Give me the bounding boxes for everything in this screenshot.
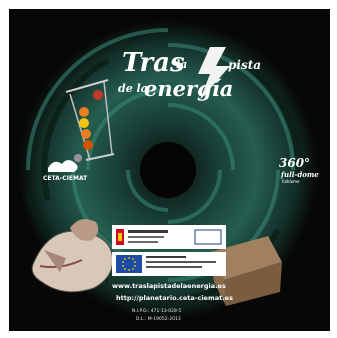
ceta-ciemat-logo [48,160,78,172]
badge-360: 360° [279,156,311,170]
badge-fulldome: fulldome [282,179,300,184]
title-word-pista: pista [228,58,262,72]
nipo-text: N.I.P.O.: 471-13-028-5 [132,309,182,314]
title-word-energia: energía [144,76,234,101]
title-word-de-la: de la [118,82,148,95]
lightning-bolt-icon [198,47,230,100]
org-label: CETA-CIEMAT [43,175,88,182]
planetarium-url: http://planetario.ceta-ciemat.es [116,294,233,302]
legal-deposit-text: D.L.: M-19052-2013 [136,317,181,322]
website-url: www.traslapistadelaenergia.es [112,282,226,290]
logos-panel [112,225,226,276]
title-word-la: la [176,58,188,71]
explorer-illustration [31,219,114,293]
abacus-illustration [65,79,115,162]
badge-full-dome: full-dome [281,170,319,179]
box-illustration [210,236,282,306]
title-word-tras: Tras [122,48,185,78]
